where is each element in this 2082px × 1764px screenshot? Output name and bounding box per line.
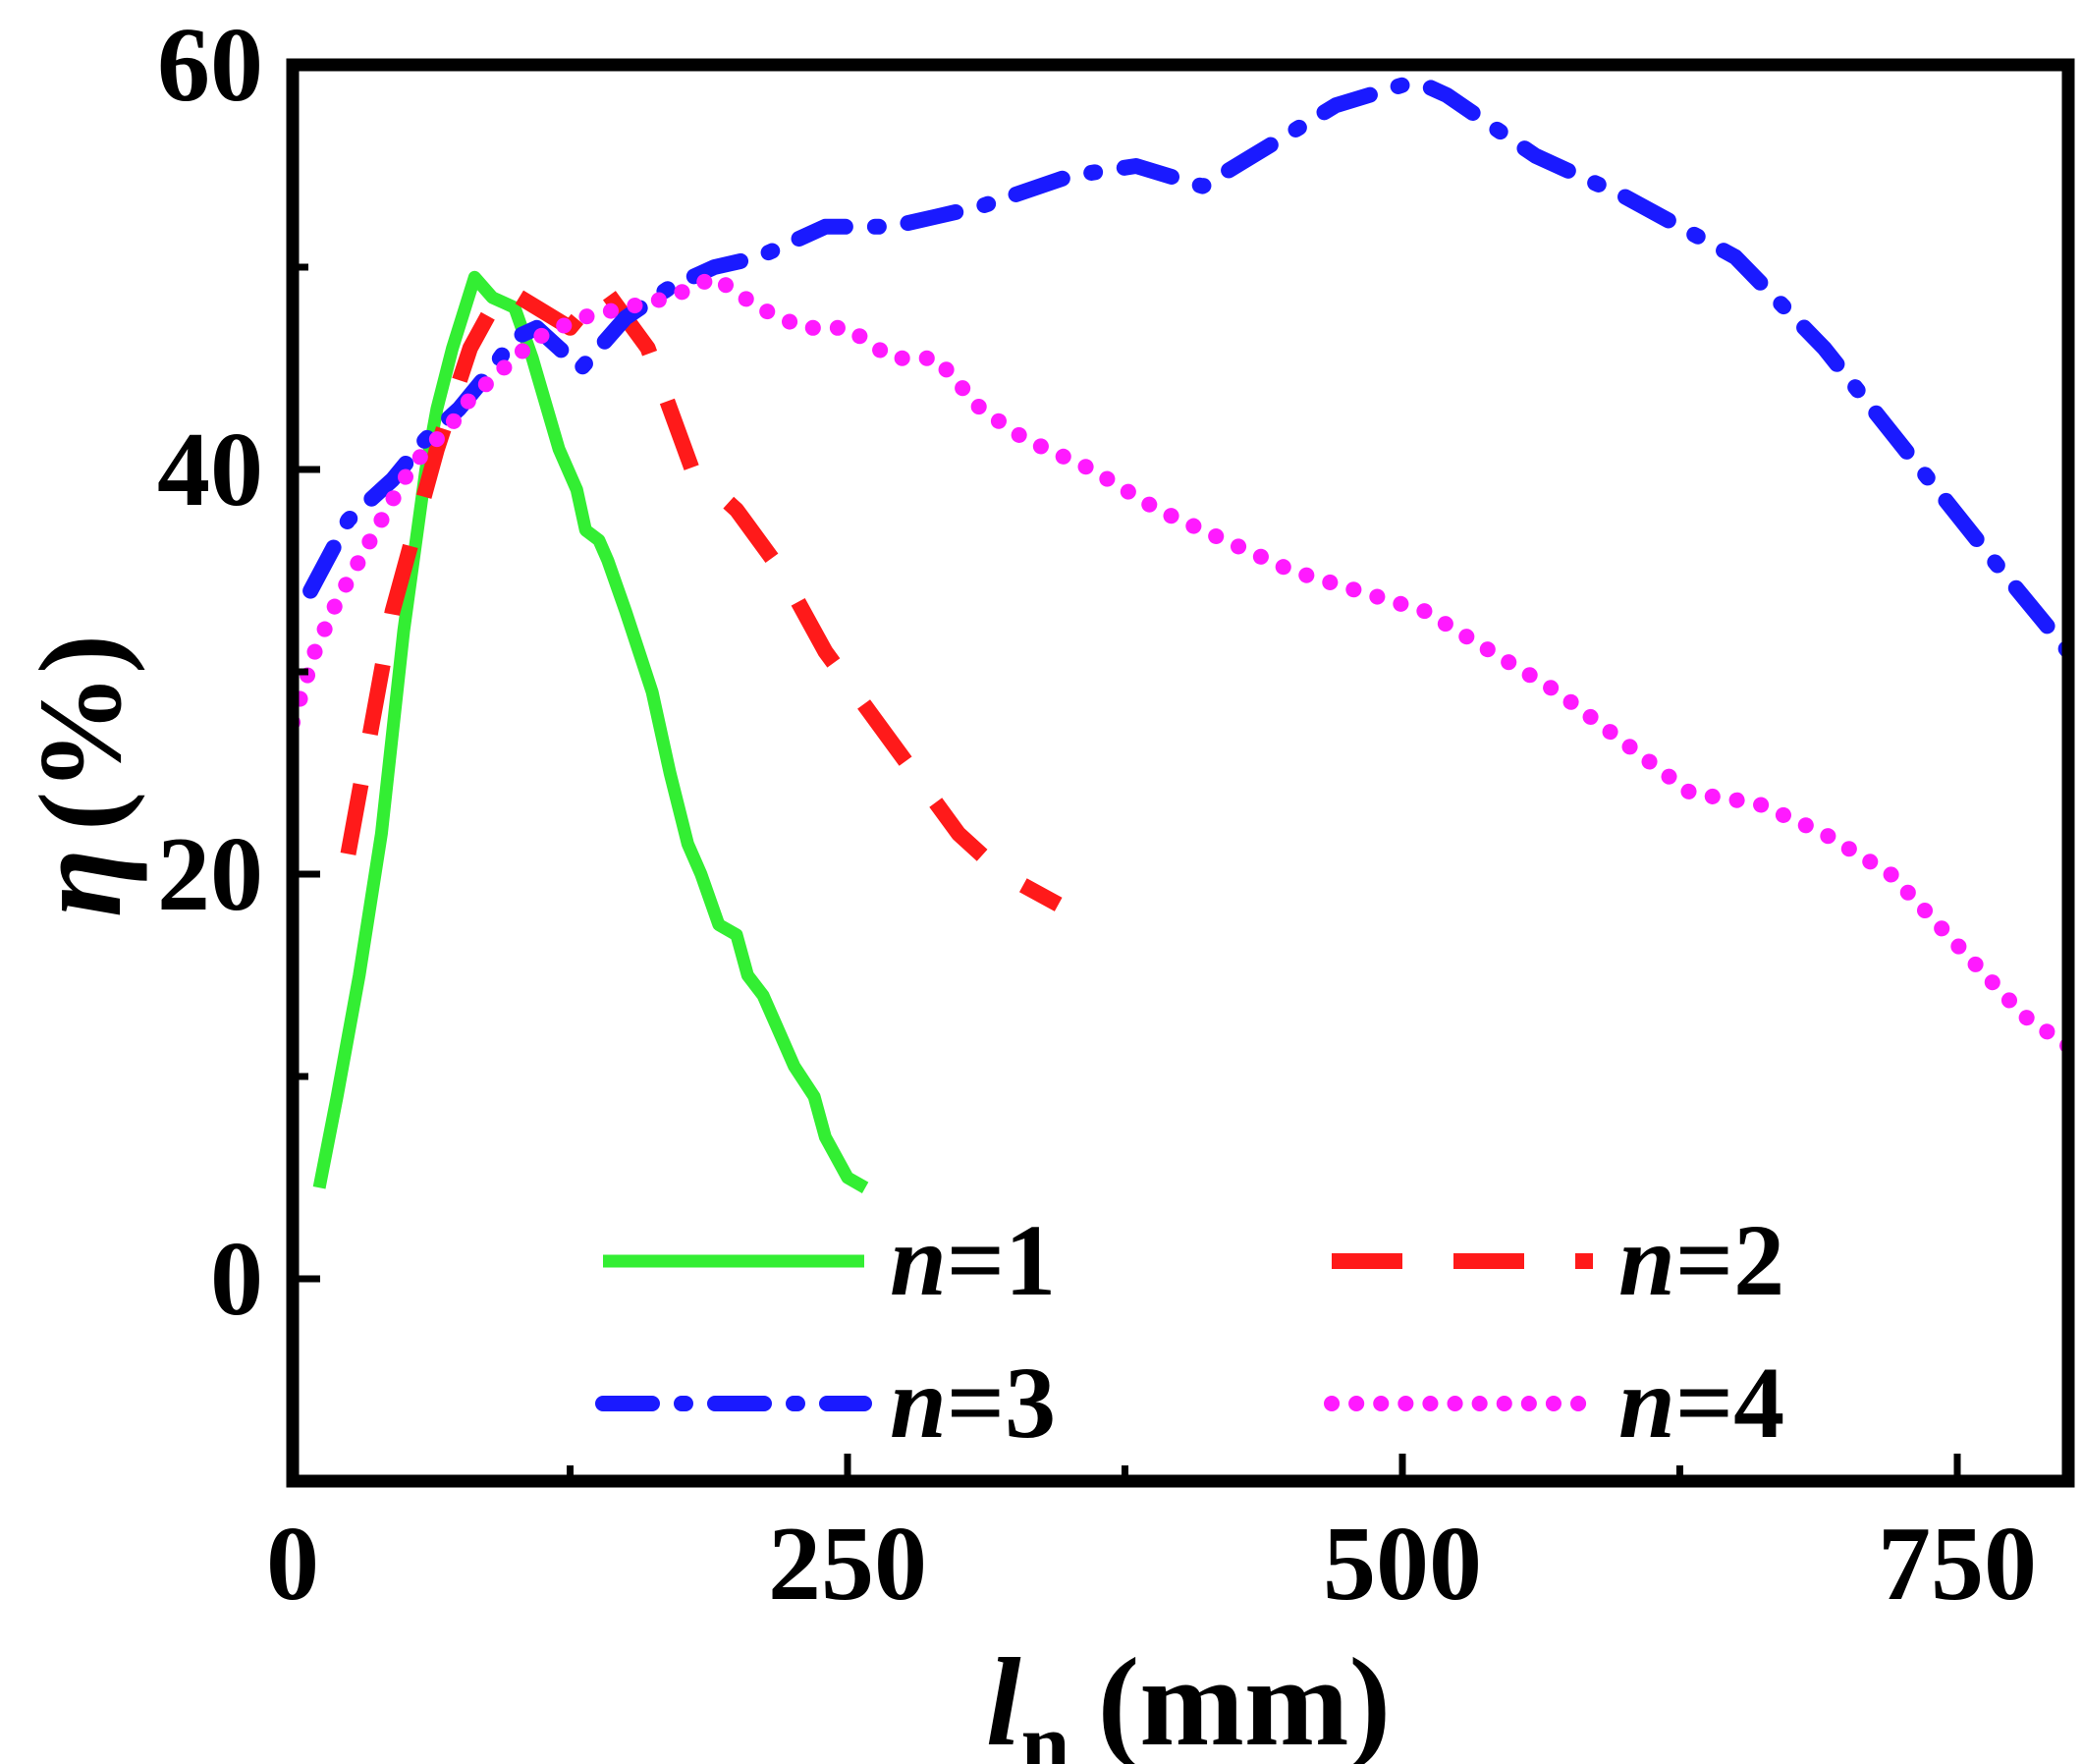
x-axis-title: ln (mm): [986, 1632, 1391, 1764]
legend: n=1 n=2 n=3 n=4: [595, 1204, 1784, 1460]
y-axis-title: η (%): [8, 634, 147, 917]
axis-titles: ln (mm) η (%): [8, 634, 1391, 1764]
x-tick-label: 750: [1878, 1506, 2037, 1623]
x-axis-title-main: l: [986, 1632, 1021, 1764]
x-tick-label: 250: [768, 1506, 927, 1623]
legend-label-1: n=1: [890, 1204, 1056, 1317]
series-line-3: [302, 77, 2068, 660]
x-tick-label: 500: [1323, 1506, 1482, 1623]
series-line-4: [293, 269, 2068, 1055]
y-axis-title-main: η: [8, 849, 147, 917]
y-tick-label: 20: [157, 816, 263, 933]
y-axis-title-unit: (%): [15, 634, 145, 831]
x-axis-title-sub: n: [1021, 1696, 1070, 1764]
y-tick-label: 40: [157, 412, 263, 528]
y-tick-label: 0: [210, 1221, 263, 1338]
x-tick-label: 0: [266, 1506, 319, 1623]
legend-label-4: n=4: [1618, 1347, 1784, 1460]
plot-area-frame: [286, 58, 2075, 1488]
axis-ticks: 0 250 500 750 0 20 40 60: [157, 7, 2037, 1623]
legend-label-2: n=2: [1618, 1204, 1784, 1317]
y-tick-label: 60: [157, 7, 263, 124]
series-layer: [293, 77, 2068, 1193]
series-line-2: [340, 279, 1063, 911]
x-axis-title-unit: (mm): [1098, 1632, 1392, 1764]
legend-label-3: n=3: [890, 1347, 1056, 1460]
series-line-1: [312, 270, 869, 1193]
